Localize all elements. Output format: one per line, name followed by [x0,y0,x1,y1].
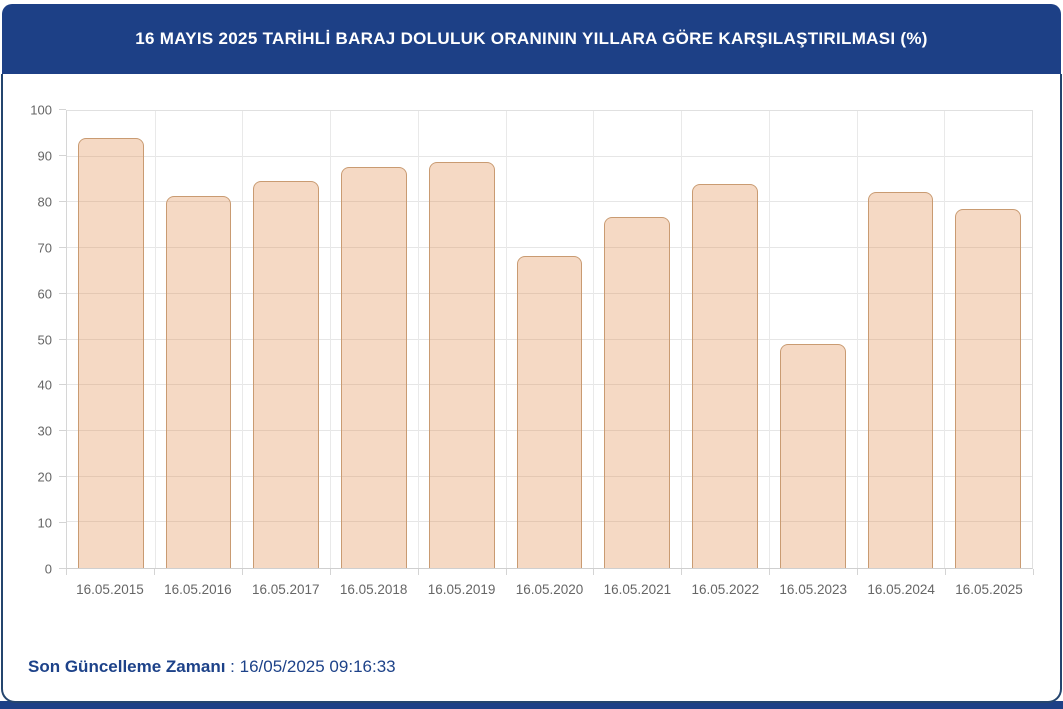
y-axis: 0 10 20 30 40 50 60 70 80 90 100 [0,104,66,576]
gridline-vertical [417,111,419,568]
gridline-horizontal [67,521,1032,523]
gridline-vertical [505,111,507,568]
y-axis-tick-label: 10 [37,515,52,531]
y-axis-tick [59,568,66,569]
gridline-horizontal [67,292,1032,294]
x-axis: 16.05.2015 16.05.2016 16.05.2017 16.05.2018… [66,569,1034,611]
gridline-horizontal [67,155,1032,157]
x-axis-tick [505,569,507,575]
bar[interactable] [779,344,846,568]
x-axis-tick-label: 16.05.2022 [691,582,760,597]
y-axis-tick [59,246,66,248]
header-banner: 16 MAYIS 2025 TARİHLİ BARAJ DOLULUK ORAN… [2,4,1061,74]
y-axis-tick [59,476,66,478]
x-axis-tick-label: 16.05.2018 [339,582,408,597]
x-axis-tick-label: 16.05.2019 [427,582,496,597]
x-axis-tick-label: 16.05.2023 [779,582,847,597]
y-axis-tick-label: 50 [37,332,52,347]
bar[interactable] [516,255,583,568]
x-axis-tick-label: 16.05.2015 [76,582,144,597]
x-axis-tick [329,569,331,575]
gridline-horizontal [67,475,1032,477]
last-update-value: 16/05/2025 09:16:33 [239,657,396,676]
x-axis-tick [593,569,595,575]
gridline-horizontal [67,201,1032,203]
y-axis-tick-label: 60 [37,286,52,302]
y-axis-tick-label: 30 [37,423,52,439]
y-axis-tick-label: 20 [37,469,52,485]
x-axis-tick-label: 16.05.2017 [251,582,320,597]
gridline-horizontal [67,429,1032,431]
y-axis-tick-label: 80 [37,194,52,210]
x-axis-tick-label: 16.05.2016 [164,582,232,597]
x-axis-tick [945,569,947,575]
bar[interactable] [955,209,1022,568]
plot-area [66,110,1033,569]
gridline-horizontal [67,384,1032,386]
gridline-vertical [154,111,156,568]
x-axis-tick-label: 16.05.2025 [955,582,1023,597]
x-axis-tick [153,569,155,575]
x-axis-tick [417,569,419,575]
x-axis-tick [241,569,243,575]
y-axis-tick [59,292,66,294]
y-axis-tick [59,154,66,156]
gridline-vertical [681,111,683,568]
x-axis-tick [769,569,771,575]
gridline-vertical [242,111,244,568]
gridline-vertical [768,111,770,568]
bar[interactable] [867,192,934,568]
gridline-vertical [944,111,946,568]
gridline-vertical [330,111,332,568]
y-axis-tick-label: 40 [37,377,52,393]
bar[interactable] [692,183,758,568]
x-axis-tick-label: 16.05.2024 [867,582,935,597]
last-update: Son Güncelleme Zamanı : 16/05/2025 09:16… [28,656,396,678]
bar[interactable] [253,181,320,568]
gridline-horizontal [67,338,1032,340]
last-update-label: Son Güncelleme Zamanı [28,657,226,676]
last-update-separator: : [225,657,240,676]
gridline-vertical [856,111,858,568]
x-axis-tick [681,569,683,575]
bottom-strip [0,701,1063,709]
x-axis-tick-label: 16.05.2021 [603,582,672,597]
bar[interactable] [77,138,144,568]
x-axis-tick [857,569,859,575]
bar[interactable] [341,166,407,568]
y-axis-tick [59,200,66,202]
y-axis-tick [59,109,66,110]
y-axis-tick [59,384,66,386]
gridline-horizontal [67,247,1032,249]
y-axis-tick-label: 0 [44,561,52,577]
y-axis-tick [59,338,66,340]
y-axis-tick [59,430,66,432]
y-axis-tick-label: 90 [37,148,52,164]
x-axis-tick [1033,569,1034,575]
bar[interactable] [604,217,671,568]
page-title: 16 MAYIS 2025 TARİHLİ BARAJ DOLULUK ORAN… [135,29,928,48]
x-axis-tick-label: 16.05.2020 [515,582,584,597]
x-axis-tick [66,569,67,575]
y-axis-tick-label: 100 [30,102,52,118]
bar[interactable] [428,161,495,568]
gridline-vertical [593,111,595,568]
y-axis-tick [59,522,66,524]
y-axis-tick-label: 70 [37,240,52,256]
bar[interactable] [165,196,232,568]
